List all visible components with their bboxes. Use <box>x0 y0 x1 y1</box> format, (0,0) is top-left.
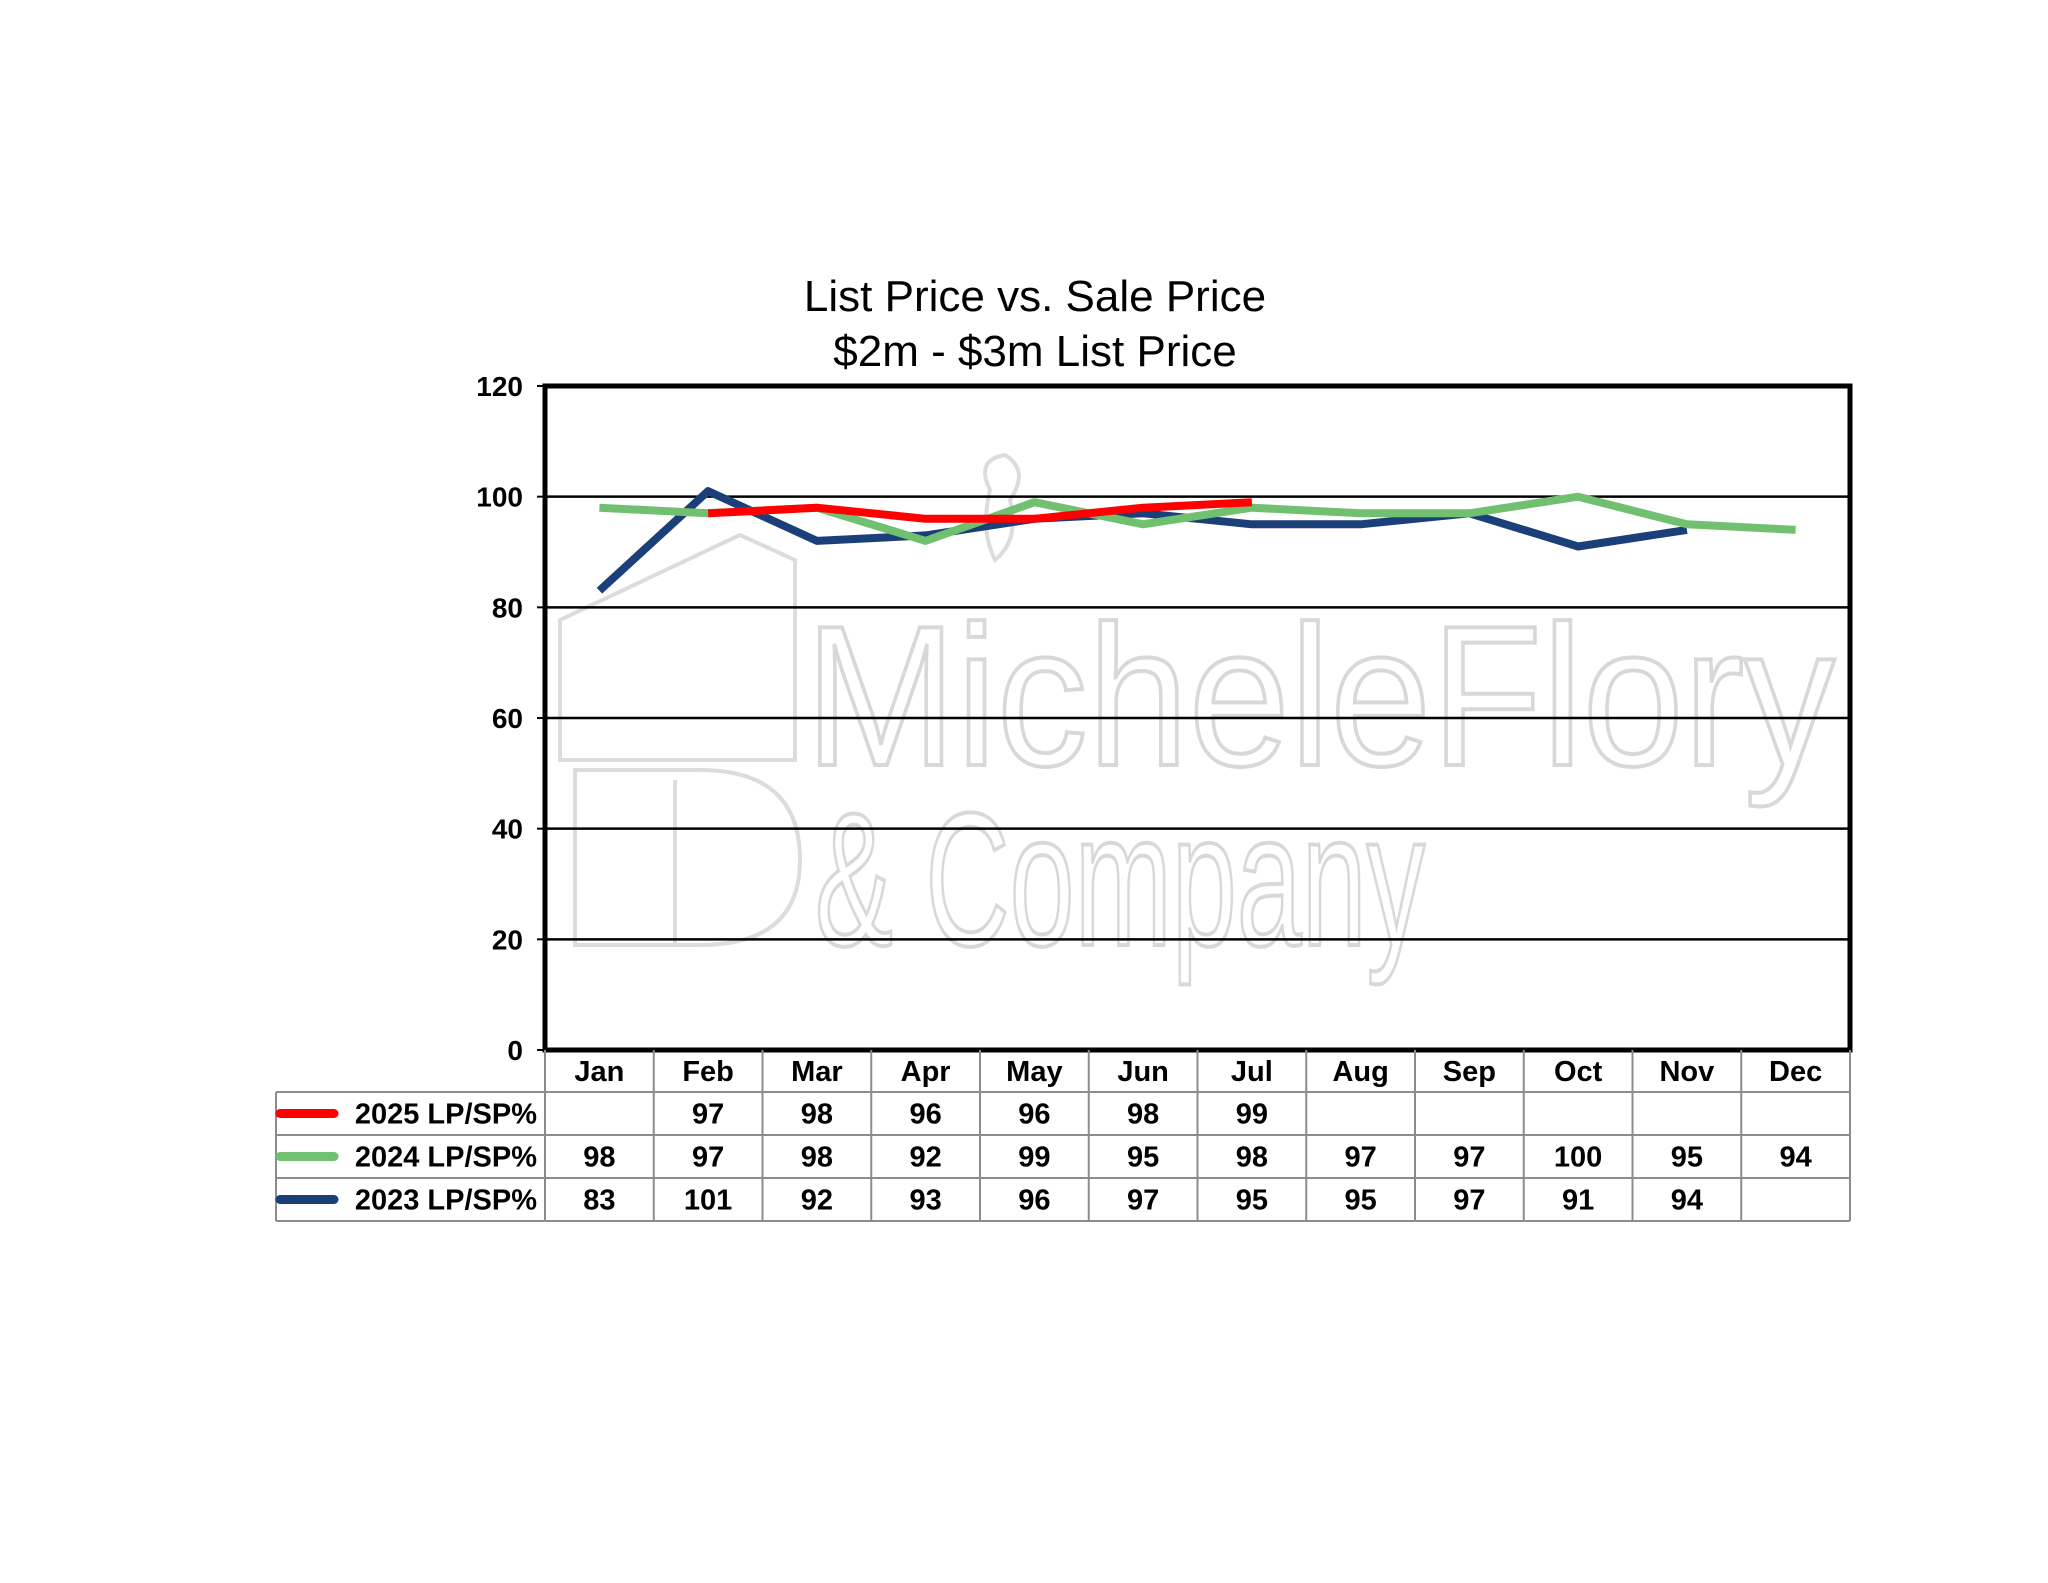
table-cell-value: 100 <box>1554 1142 1602 1174</box>
table-cell-value: 95 <box>1671 1142 1703 1174</box>
table-cell-value: 98 <box>583 1142 615 1174</box>
data-table: Jan Feb Mar Apr May Jun Jul Aug Sep Oct Nov Dec 2025… <box>275 1050 1851 1222</box>
table-cell-value: 92 <box>801 1185 833 1217</box>
gridlines <box>545 495 1850 941</box>
table-cell-value: 97 <box>1453 1185 1485 1217</box>
category-label: Jan <box>574 1056 624 1088</box>
y-tick-label: 80 <box>492 592 523 623</box>
category-label: May <box>1006 1056 1062 1088</box>
table-cell-value: 99 <box>1018 1142 1050 1174</box>
table-cell-value: 97 <box>1127 1185 1159 1217</box>
legend-label: 2023 LP/SP% <box>355 1185 537 1217</box>
table-cell-value: 91 <box>1562 1185 1594 1217</box>
table-cell-value: 92 <box>909 1142 941 1174</box>
table-cell-value: 95 <box>1344 1185 1376 1217</box>
category-label: Apr <box>901 1056 951 1088</box>
series-lines <box>596 487 1796 594</box>
y-axis: 0 20 40 60 80 100 120 <box>476 371 545 1066</box>
category-label: Aug <box>1332 1056 1388 1088</box>
legend-label: 2024 LP/SP% <box>355 1142 537 1174</box>
table-cell-value: 93 <box>909 1185 941 1217</box>
category-label: Jun <box>1117 1056 1169 1088</box>
category-label: Dec <box>1769 1056 1822 1088</box>
watermark-line2: & Company <box>815 774 1425 986</box>
table-cell-value: 99 <box>1236 1099 1268 1131</box>
table-cell-value: 94 <box>1779 1142 1811 1174</box>
table-cell-value: 83 <box>583 1185 615 1217</box>
table-cell-value: 97 <box>1453 1142 1485 1174</box>
watermark: MicheleFlory & Company <box>558 452 1837 988</box>
table-cell-value: 101 <box>684 1185 732 1217</box>
table-cell-value: 98 <box>801 1099 833 1131</box>
table-cell-value: 97 <box>1344 1142 1376 1174</box>
y-tick-label: 60 <box>492 703 523 734</box>
series-line-2023-lp-sp <box>596 487 1688 594</box>
y-tick-label: 0 <box>507 1035 523 1066</box>
table-cell-value: 98 <box>801 1142 833 1174</box>
chart-title: List Price vs. Sale Price <box>804 272 1266 321</box>
table-cell-value: 94 <box>1671 1185 1703 1217</box>
table-cell-value: 97 <box>692 1142 724 1174</box>
category-label: Sep <box>1443 1056 1496 1088</box>
table-cell-value: 96 <box>1018 1099 1050 1131</box>
category-label: Oct <box>1554 1056 1603 1088</box>
category-label: Jul <box>1231 1056 1273 1088</box>
y-tick-label: 40 <box>492 814 523 845</box>
chart-subtitle: $2m - $3m List Price <box>833 327 1236 376</box>
category-label: Feb <box>682 1056 734 1088</box>
table-cell-value: 96 <box>1018 1185 1050 1217</box>
y-tick-label: 20 <box>492 924 523 955</box>
table-cell-value: 98 <box>1127 1099 1159 1131</box>
table-cell-value: 98 <box>1236 1142 1268 1174</box>
table-cell-value: 95 <box>1127 1142 1159 1174</box>
watermark-line1: MicheleFlory <box>805 585 1835 808</box>
category-label: Mar <box>791 1056 843 1088</box>
table-cell-value: 95 <box>1236 1185 1268 1217</box>
y-tick-label: 120 <box>476 371 523 402</box>
legend-label: 2025 LP/SP% <box>355 1099 537 1131</box>
y-tick-label: 100 <box>476 482 523 513</box>
table-cell-value: 97 <box>692 1099 724 1131</box>
table-cell-value: 96 <box>909 1099 941 1131</box>
series-line-2025-lp-sp <box>707 498 1253 523</box>
category-label: Nov <box>1659 1056 1714 1088</box>
